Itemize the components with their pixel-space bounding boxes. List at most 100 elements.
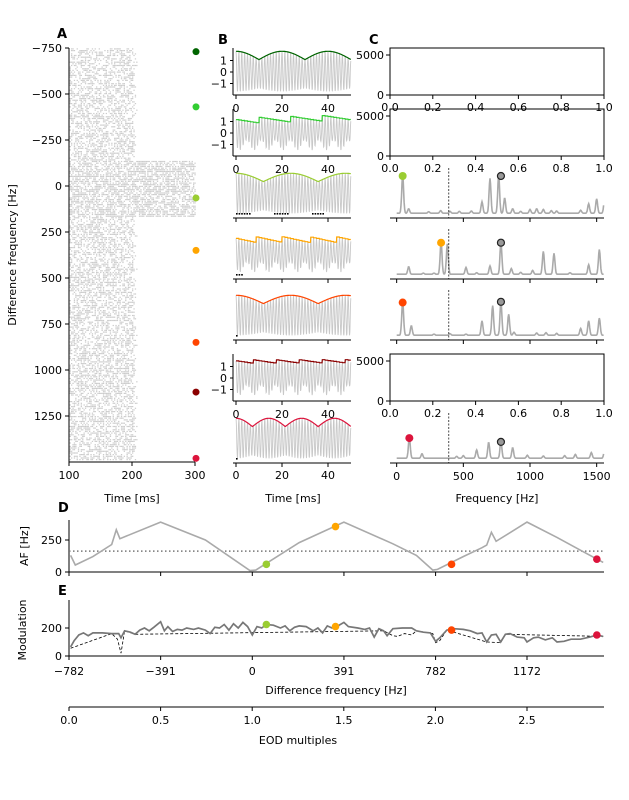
raster-spike: [115, 84, 117, 86]
raster-spike: [115, 195, 117, 197]
raster-spike: [105, 91, 107, 93]
raster-spike: [76, 79, 78, 81]
raster-spike: [120, 306, 123, 308]
raster-spike: [154, 179, 156, 181]
raster-spike: [115, 157, 117, 159]
raster-spike: [82, 212, 84, 214]
raster-spike: [123, 76, 125, 78]
raster-spike: [86, 180, 88, 182]
raster-spike: [166, 204, 168, 206]
raster-spike: [100, 265, 102, 267]
raster-spike: [123, 184, 125, 186]
raster-spike: [76, 200, 78, 202]
raster-spike: [129, 233, 131, 235]
raster-spike: [122, 248, 124, 250]
raster-spike: [177, 174, 179, 176]
raster-spike: [140, 215, 142, 217]
raster-spike: [143, 175, 145, 177]
raster-spike: [89, 119, 91, 121]
raster-spike: [150, 180, 152, 182]
raster-spike: [108, 84, 110, 86]
raster-spike: [118, 167, 120, 169]
raster-spike: [96, 319, 98, 322]
raster-spike: [87, 311, 89, 313]
raster-spike: [136, 169, 138, 171]
raster-spike: [129, 215, 131, 217]
raster-spike: [87, 180, 89, 182]
raster-spike: [100, 103, 102, 105]
raster-spike: [119, 142, 121, 144]
raster-spike: [79, 177, 81, 179]
raster-spike: [90, 223, 92, 226]
raster-spike: [90, 50, 92, 52]
raster-spike: [100, 260, 102, 262]
raster-spike: [107, 61, 109, 63]
raster-spike: [147, 205, 149, 207]
raster-spike: [76, 94, 78, 96]
raster-spike: [76, 185, 78, 187]
raster-spike: [194, 162, 196, 164]
raster-spike: [126, 192, 128, 194]
raster-spike: [93, 159, 95, 161]
raster-spike: [73, 233, 76, 235]
raster-spike: [191, 175, 193, 177]
raster-spike: [86, 207, 88, 209]
raster-spike: [168, 189, 170, 191]
raster-spike: [76, 276, 78, 278]
raster-spike: [97, 172, 99, 174]
raster-spike: [118, 243, 120, 245]
raster-spike: [87, 64, 89, 67]
raster-spike: [125, 54, 127, 57]
raster-spike: [94, 79, 96, 81]
raster-spike: [119, 197, 121, 199]
raster-spike: [94, 232, 96, 234]
raster-spike: [111, 298, 113, 300]
raster-spike: [114, 258, 116, 260]
raster-spike: [94, 165, 96, 168]
raster-spike: [112, 129, 114, 131]
raster-spike: [123, 152, 125, 154]
raster-spike: [133, 316, 135, 318]
raster-spike: [94, 227, 96, 229]
raster-spike: [84, 63, 87, 65]
raster-spike: [134, 215, 137, 217]
raster-spike: [125, 78, 127, 80]
raster-spike: [77, 276, 80, 278]
raster-spike: [109, 149, 112, 151]
raster-spike: [126, 112, 128, 115]
raster-spike: [114, 212, 116, 214]
raster-spike: [94, 212, 96, 214]
raster-spike: [127, 245, 130, 247]
raster-spike: [147, 170, 149, 173]
raster-spike: [107, 205, 109, 207]
raster-spike: [114, 233, 116, 235]
raster-spike: [72, 131, 74, 133]
raster-spike: [127, 174, 130, 176]
raster-spike: [184, 192, 186, 194]
raster-spike: [147, 175, 149, 177]
raster-spike: [126, 257, 128, 259]
raster-spike: [194, 182, 196, 184]
raster-spike: [143, 160, 145, 163]
raster-spike: [100, 288, 102, 290]
raster-spike: [166, 192, 168, 194]
raster-spike: [184, 179, 186, 181]
raster-spike: [125, 253, 127, 255]
raster-spike: [91, 199, 94, 201]
raster-spike: [89, 296, 91, 298]
raster-spike: [183, 177, 185, 179]
raster-spike: [80, 276, 82, 278]
raster-spike: [155, 197, 157, 199]
raster-spike: [82, 253, 84, 255]
raster-spike: [82, 98, 84, 100]
raster-spike: [175, 205, 177, 207]
raster-spike: [87, 270, 89, 272]
raster-spike: [79, 164, 81, 166]
raster-spike: [108, 109, 110, 111]
raster-spike: [107, 56, 109, 58]
raster-spike: [71, 88, 73, 90]
raster-spike: [109, 79, 112, 81]
raster-spike: [83, 157, 85, 159]
raster-spike: [73, 103, 76, 105]
raster-spike: [96, 240, 98, 242]
